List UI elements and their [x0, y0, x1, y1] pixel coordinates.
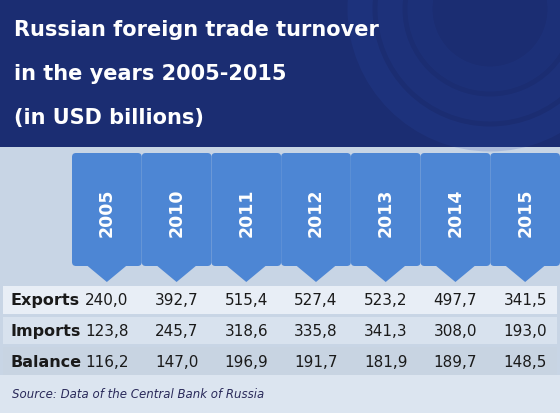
FancyBboxPatch shape [3, 317, 557, 344]
Text: 2005: 2005 [98, 188, 116, 236]
Polygon shape [287, 259, 345, 282]
Text: 392,7: 392,7 [155, 293, 198, 308]
Polygon shape [427, 259, 484, 282]
Text: 2014: 2014 [446, 188, 464, 236]
FancyBboxPatch shape [72, 154, 142, 266]
Text: 2012: 2012 [307, 188, 325, 236]
Polygon shape [78, 259, 136, 282]
FancyBboxPatch shape [421, 154, 491, 266]
Polygon shape [217, 259, 275, 282]
Text: 2011: 2011 [237, 188, 255, 236]
Text: Exports: Exports [10, 293, 79, 308]
FancyBboxPatch shape [281, 154, 351, 266]
Text: 189,7: 189,7 [433, 354, 477, 369]
Polygon shape [357, 259, 414, 282]
Text: 148,5: 148,5 [503, 354, 547, 369]
Text: 318,6: 318,6 [225, 323, 268, 338]
Text: Imports: Imports [10, 323, 81, 338]
Text: Russian foreign trade turnover: Russian foreign trade turnover [14, 20, 379, 40]
Text: 2013: 2013 [377, 188, 395, 236]
FancyBboxPatch shape [0, 375, 560, 413]
FancyBboxPatch shape [0, 147, 560, 413]
Polygon shape [148, 259, 206, 282]
Text: Source: Data of the Central Bank of Russia: Source: Data of the Central Bank of Russ… [12, 387, 264, 401]
Text: 515,4: 515,4 [225, 293, 268, 308]
Text: 341,3: 341,3 [364, 323, 408, 338]
FancyBboxPatch shape [3, 347, 557, 375]
Text: 116,2: 116,2 [85, 354, 129, 369]
Text: (in USD billions): (in USD billions) [14, 108, 204, 128]
FancyBboxPatch shape [491, 154, 560, 266]
Text: 240,0: 240,0 [85, 293, 129, 308]
FancyBboxPatch shape [3, 286, 557, 314]
Text: 308,0: 308,0 [433, 323, 477, 338]
FancyBboxPatch shape [212, 154, 281, 266]
FancyBboxPatch shape [142, 154, 212, 266]
Text: 181,9: 181,9 [364, 354, 408, 369]
Text: in the years 2005-2015: in the years 2005-2015 [14, 64, 287, 84]
Text: 2010: 2010 [167, 188, 185, 236]
Text: Balance: Balance [10, 354, 81, 369]
Text: 193,0: 193,0 [503, 323, 547, 338]
Text: 523,2: 523,2 [364, 293, 408, 308]
Text: 2015: 2015 [516, 188, 534, 236]
Text: 527,4: 527,4 [295, 293, 338, 308]
FancyBboxPatch shape [351, 154, 421, 266]
FancyBboxPatch shape [0, 0, 560, 147]
Text: 147,0: 147,0 [155, 354, 198, 369]
Text: 123,8: 123,8 [85, 323, 129, 338]
Text: 245,7: 245,7 [155, 323, 198, 338]
Text: 191,7: 191,7 [294, 354, 338, 369]
Text: 341,5: 341,5 [503, 293, 547, 308]
Text: 196,9: 196,9 [225, 354, 268, 369]
Text: 497,7: 497,7 [433, 293, 477, 308]
Text: 335,8: 335,8 [294, 323, 338, 338]
Polygon shape [496, 259, 554, 282]
